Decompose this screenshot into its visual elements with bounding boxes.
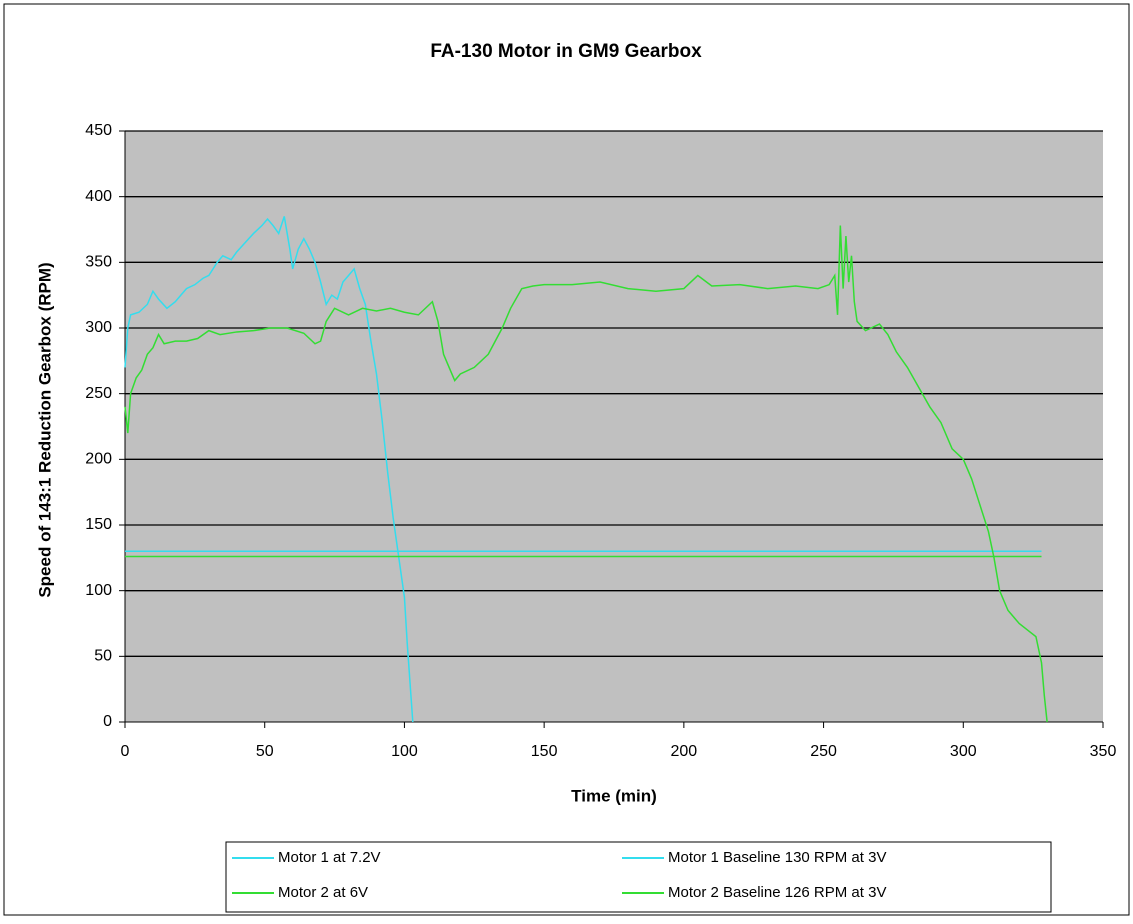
legend-label: Motor 1 Baseline 130 RPM at 3V bbox=[668, 849, 886, 866]
x-axis-label: Time (min) bbox=[571, 786, 657, 805]
y-tick-label: 450 bbox=[85, 122, 112, 139]
legend-label: Motor 1 at 7.2V bbox=[278, 849, 381, 866]
x-tick-label: 100 bbox=[391, 743, 418, 760]
chart-title: FA-130 Motor in GM9 Gearbox bbox=[430, 41, 702, 62]
x-tick-label: 50 bbox=[256, 743, 274, 760]
y-tick-label: 300 bbox=[85, 319, 112, 336]
legend-label: Motor 2 at 6V bbox=[278, 884, 368, 901]
legend bbox=[225, 841, 1052, 913]
y-tick-label: 50 bbox=[94, 648, 112, 665]
y-tick-label: 350 bbox=[85, 254, 112, 271]
x-tick-label: 350 bbox=[1090, 743, 1117, 760]
y-tick-label: 200 bbox=[85, 451, 112, 468]
y-tick-label: 400 bbox=[85, 188, 112, 205]
x-tick-label: 150 bbox=[531, 743, 558, 760]
legend-label: Motor 2 Baseline 126 RPM at 3V bbox=[668, 884, 886, 901]
x-tick-label: 250 bbox=[810, 743, 837, 760]
y-tick-label: 250 bbox=[85, 385, 112, 402]
y-tick-label: 0 bbox=[103, 713, 112, 730]
x-tick-label: 0 bbox=[121, 743, 130, 760]
series-line bbox=[124, 225, 1048, 723]
x-tick-label: 300 bbox=[950, 743, 977, 760]
y-tick-label: 150 bbox=[85, 516, 112, 533]
x-tick-label: 200 bbox=[671, 743, 698, 760]
y-axis-label: Speed of 143:1 Reduction Gearbox (RPM) bbox=[35, 262, 54, 597]
series-line bbox=[124, 216, 414, 723]
y-tick-label: 100 bbox=[85, 582, 112, 599]
plot-area bbox=[125, 131, 1103, 722]
